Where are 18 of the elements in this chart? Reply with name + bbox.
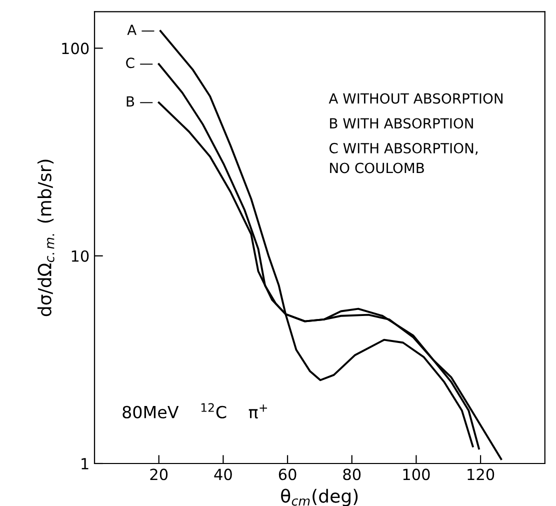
series-label: C —: [126, 58, 153, 68]
y-tick-label: 100: [62, 42, 89, 54]
y-tick-label: 1: [82, 458, 88, 470]
x-axis-title: θ$_{cm}$(deg): [281, 488, 358, 506]
annotation: C WITH ABSORPTION, NO COULOMB: [329, 142, 478, 174]
y-axis-title: dσ/dΩ$_{c.m.}$ (mb/sr): [37, 160, 54, 316]
series-label: A —: [127, 24, 154, 35]
text: 80MeV $^{12}$C π$^{+}$: [122, 403, 267, 418]
x-tick-label: 40: [214, 468, 232, 480]
x-tick-label: 20: [150, 468, 168, 480]
x-tick-label: 60: [278, 468, 296, 480]
x-tick-label: 120: [468, 468, 494, 480]
annotation: A WITHOUT ABSORPTION: [328, 93, 502, 104]
y-tick-label: 10: [72, 250, 89, 262]
series-label: B —: [126, 96, 153, 106]
annotation: B WITH ABSORPTION: [330, 118, 473, 129]
x-tick-label: 80: [343, 468, 361, 480]
x-tick-label: 100: [403, 468, 430, 480]
